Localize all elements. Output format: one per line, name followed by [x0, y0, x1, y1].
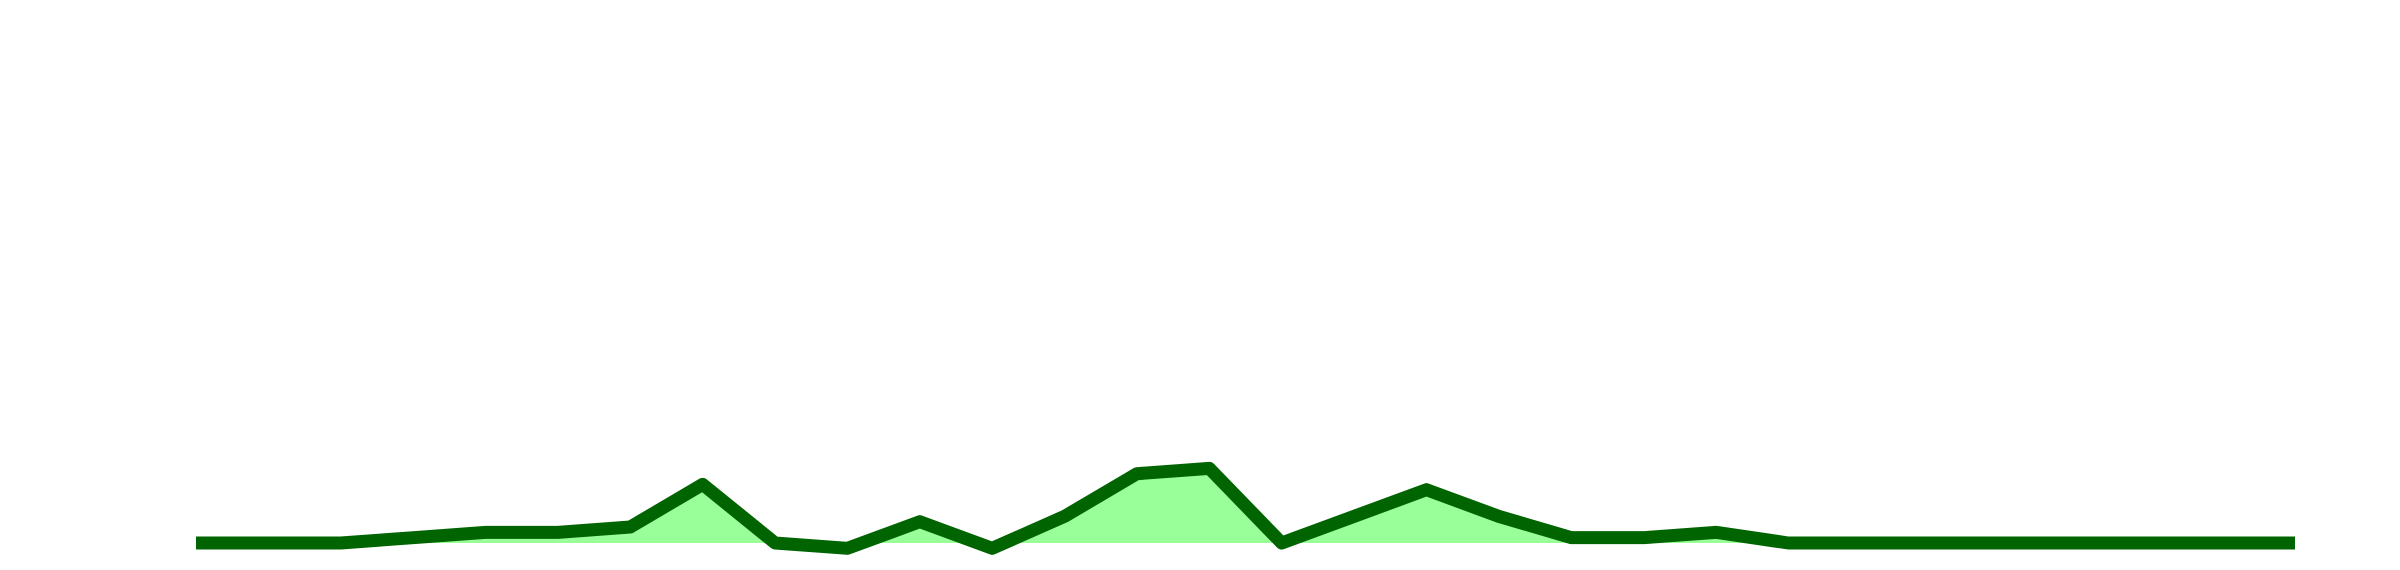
series-line-layer: [196, 461, 2295, 555]
series-line: [196, 461, 2295, 555]
